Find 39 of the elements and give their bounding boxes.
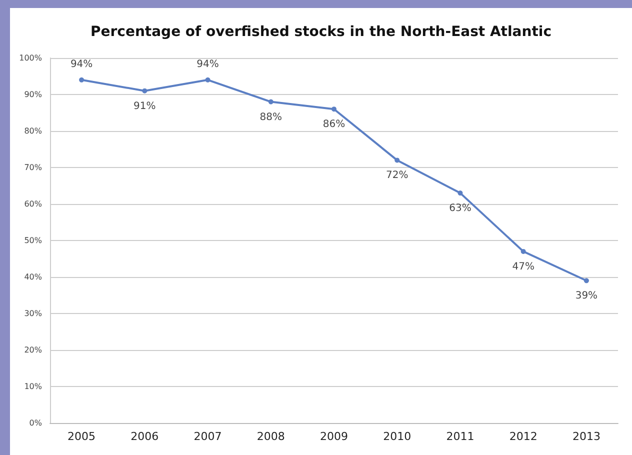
data-label: 88% [260,112,282,123]
data-label: 63% [449,203,472,214]
point [584,278,589,284]
x-tick-label: 2012 [509,430,538,443]
point [458,190,463,196]
point [332,106,336,112]
y-tick-label: 70% [24,163,42,172]
y-tick-label: 10% [24,382,42,391]
point [394,158,400,163]
x-tick-label: 2009 [320,430,348,443]
x-tick-label: 2005 [68,430,96,443]
y-tick-label: 0% [29,418,42,428]
x-tick-label: 2011 [446,430,474,443]
data-label: 86% [322,119,346,130]
point [268,99,274,104]
chart-title: Percentage of overfished stocks in the North-East Atlantic [90,24,552,40]
point [142,88,148,94]
point [520,248,526,254]
y-tick-label: 100% [19,54,42,62]
y-tick-label: 60% [24,200,42,208]
y-tick-label: 80% [24,126,42,136]
x-tick-label: 2010 [383,430,412,443]
data-label: 94% [70,58,93,70]
y-tick-label: 20% [24,346,42,354]
y-tick-label: 50% [24,236,42,245]
data-label: 91% [134,100,156,112]
y-tick-label: 40% [24,272,42,282]
x-tick-label: 2008 [256,430,285,443]
point [79,77,84,82]
x-tick-label: 2006 [130,430,159,443]
point [205,77,210,82]
data-label: 47% [512,261,534,272]
data-label: 39% [575,290,598,302]
data-label: 72% [386,170,408,182]
x-tick-label: 2007 [194,430,222,443]
y-tick-label: 90% [24,90,42,99]
x-tick-label: 2013 [572,430,600,443]
y-tick-label: 30% [24,309,42,318]
data-label: 94% [196,58,219,70]
